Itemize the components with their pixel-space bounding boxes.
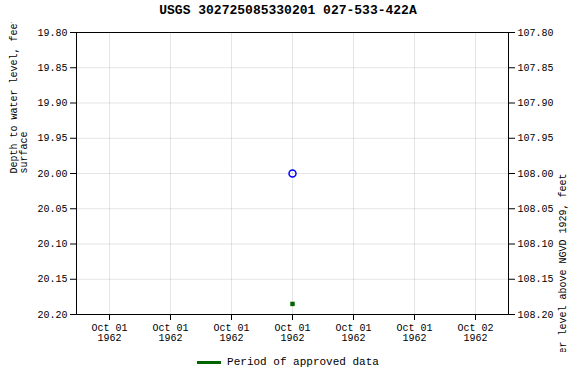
svg-text:Oct 011962: Oct 011962	[335, 323, 371, 344]
svg-text:20.15: 20.15	[37, 274, 67, 285]
svg-text:20.00: 20.00	[37, 169, 67, 180]
svg-text:19.90: 19.90	[37, 98, 67, 109]
svg-text:107.95: 107.95	[518, 133, 554, 144]
svg-text:20.20: 20.20	[37, 310, 67, 321]
svg-text:107.85: 107.85	[518, 63, 554, 74]
svg-text:Oct 011962: Oct 011962	[152, 323, 188, 344]
svg-text:108.20: 108.20	[518, 310, 554, 321]
svg-text:Groundwater level above NGVD 1: Groundwater level above NGVD 1929, feet	[558, 174, 569, 353]
svg-text:Oct 011962: Oct 011962	[274, 323, 310, 344]
html-text:USGS 302725085330201 027-533-4: USGS 302725085330201 027-533-422A	[159, 3, 417, 18]
svg-text:20.05: 20.05	[37, 204, 67, 215]
html-text:Period of approved data: Period of approved data	[227, 356, 379, 368]
svg-text:19.80: 19.80	[37, 28, 67, 39]
svg-text:Depth to water level, feet bel: Depth to water level, feet below landsur…	[9, 22, 30, 174]
svg-text:19.85: 19.85	[37, 63, 67, 74]
svg-text:Oct 011962: Oct 011962	[91, 323, 127, 344]
svg-text:Oct 011962: Oct 011962	[396, 323, 432, 344]
svg-text:108.05: 108.05	[518, 204, 554, 215]
svg-text:108.00: 108.00	[518, 169, 554, 180]
svg-text:20.10: 20.10	[37, 239, 67, 250]
svg-text:19.95: 19.95	[37, 133, 67, 144]
svg-text:Oct 011962: Oct 011962	[213, 323, 249, 344]
svg-text:108.10: 108.10	[518, 239, 554, 250]
svg-text:Oct 021962: Oct 021962	[457, 323, 493, 344]
svg-text:107.80: 107.80	[518, 28, 554, 39]
svg-text:108.15: 108.15	[518, 274, 554, 285]
svg-text:107.90: 107.90	[518, 98, 554, 109]
